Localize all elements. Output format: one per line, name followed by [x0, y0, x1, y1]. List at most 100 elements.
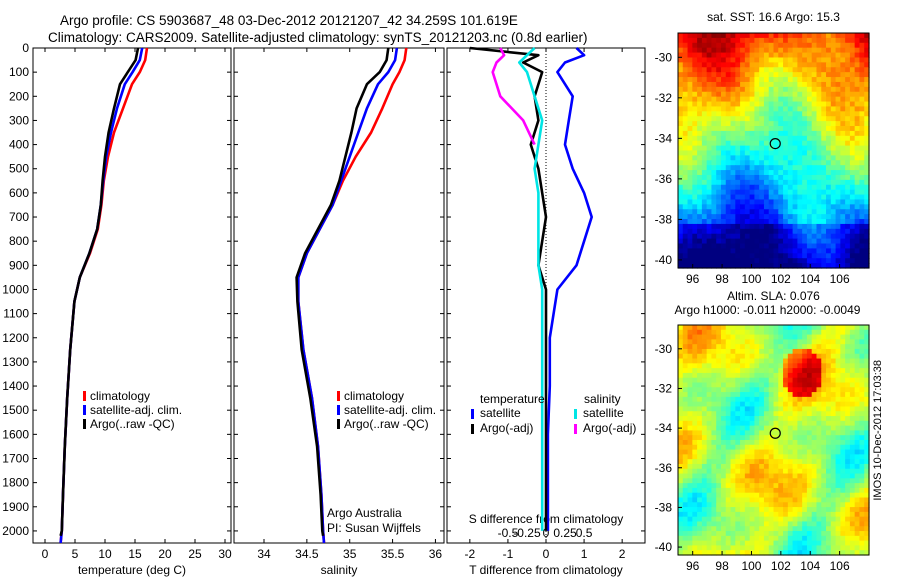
- map-cell: [783, 130, 789, 137]
- map-cell: [806, 179, 813, 186]
- map-cell: [773, 334, 779, 340]
- map-cell: [840, 81, 846, 88]
- map-cell: [759, 238, 765, 245]
- y-tick-label: 300: [9, 113, 29, 127]
- map-cell: [802, 507, 808, 513]
- map-cell: [754, 545, 760, 551]
- map-cell: [682, 219, 689, 225]
- map-cell: [835, 483, 841, 489]
- map-cell: [759, 140, 765, 147]
- map-cell: [768, 535, 775, 542]
- map-cell: [720, 219, 727, 225]
- map-cell: [864, 199, 870, 205]
- map-cell: [754, 454, 760, 460]
- map-cell: [678, 101, 684, 108]
- map-cell: [816, 174, 822, 181]
- map-cell: [864, 435, 870, 441]
- map-cell: [730, 545, 736, 551]
- map-cell: [759, 135, 765, 142]
- map-cell: [821, 106, 827, 112]
- map-cell: [806, 473, 813, 479]
- map-cell: [826, 140, 832, 147]
- plot-frame: [233, 47, 445, 544]
- map-cell: [716, 411, 722, 417]
- plot-frame: [32, 47, 232, 544]
- map-cell: [792, 363, 798, 369]
- map-cell: [720, 473, 727, 479]
- map-cell: [749, 135, 756, 142]
- map-cell: [711, 507, 717, 513]
- map-cell: [802, 444, 808, 451]
- map-cell: [754, 348, 760, 355]
- y-tick-label: -36: [655, 461, 673, 475]
- map-cell: [830, 521, 837, 527]
- map-cell: [692, 135, 698, 142]
- map-cell: [778, 253, 784, 259]
- map-cell: [711, 194, 717, 201]
- map-cell: [749, 150, 756, 156]
- map-cell: [802, 91, 808, 98]
- map-cell: [701, 160, 708, 166]
- map-cell: [816, 33, 822, 39]
- map-cell: [835, 416, 841, 422]
- map-cell: [816, 126, 822, 132]
- map-cell: [678, 368, 684, 374]
- map-cell: [826, 165, 832, 171]
- map-cell: [845, 86, 851, 93]
- map-cell: [682, 507, 689, 513]
- map-cell: [725, 444, 732, 451]
- map-cell: [749, 382, 756, 388]
- map-cell: [725, 111, 732, 117]
- map-cell: [826, 478, 832, 484]
- map-cell: [682, 334, 689, 340]
- map-cell: [802, 96, 808, 103]
- map-cell: [711, 492, 717, 499]
- map-cell: [740, 392, 746, 398]
- map-cell: [830, 214, 837, 220]
- map-cell: [826, 52, 832, 59]
- map-cell: [797, 516, 803, 523]
- map-cell: [740, 233, 746, 240]
- x-tick-label: 96: [686, 559, 700, 573]
- map-cell: [773, 348, 779, 355]
- map-cell: [849, 411, 856, 417]
- map-cell: [859, 540, 865, 547]
- map-cell: [826, 111, 832, 117]
- map-cell: [768, 165, 775, 171]
- x-tick-label: -2: [465, 547, 476, 561]
- map-cell: [859, 325, 865, 331]
- map-cell: [797, 463, 803, 470]
- map-cell: [701, 121, 708, 127]
- map-cell: [687, 444, 693, 451]
- map-cell: [701, 126, 708, 132]
- map-cell: [821, 329, 827, 336]
- map-cell: [802, 150, 808, 156]
- map-cell: [725, 219, 732, 225]
- map-cell: [678, 411, 684, 417]
- map-cell: [840, 449, 846, 455]
- map-cell: [701, 368, 708, 374]
- map-cell: [854, 189, 861, 196]
- map-cell: [740, 550, 746, 556]
- map-cell: [678, 184, 684, 191]
- map-cell: [773, 42, 779, 49]
- map-cell: [740, 396, 746, 403]
- map-cell: [763, 135, 770, 142]
- map-cell: [773, 411, 779, 417]
- map-cell: [697, 130, 703, 137]
- map-cell: [792, 116, 798, 122]
- map-cell: [730, 368, 736, 374]
- y-tick-label: 100: [9, 65, 29, 79]
- map-cell: [735, 33, 741, 39]
- map-cell: [845, 416, 851, 422]
- map-cell: [806, 382, 813, 388]
- map-cell: [816, 86, 822, 93]
- map-cell: [678, 325, 684, 331]
- map-cell: [859, 363, 865, 369]
- map-cell: [763, 145, 770, 152]
- map-cell: [706, 258, 713, 264]
- map-cell: [849, 502, 856, 508]
- map-cell: [778, 440, 784, 446]
- map-cell: [792, 194, 798, 201]
- map-cell: [735, 473, 741, 479]
